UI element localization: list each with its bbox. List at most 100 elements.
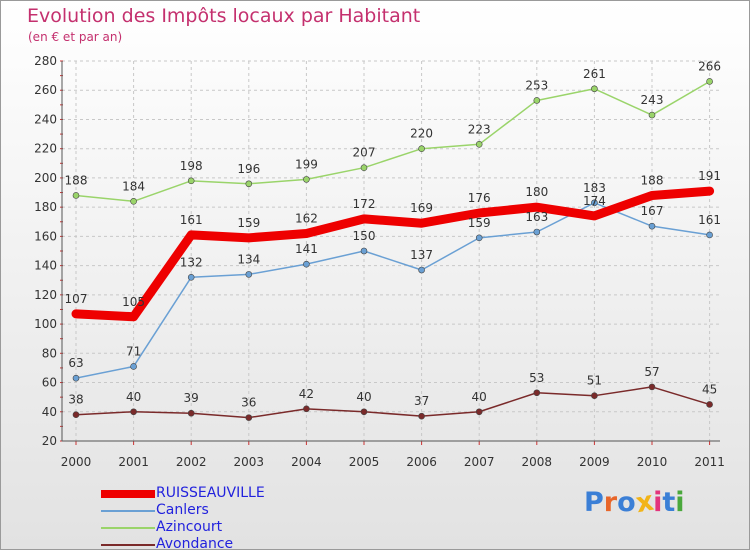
data-point <box>533 228 541 236</box>
data-label: 169 <box>410 201 433 215</box>
data-label: 40 <box>126 390 141 404</box>
legend-swatch <box>101 490 155 498</box>
data-label: 134 <box>237 252 260 266</box>
data-point <box>187 274 195 281</box>
y-tick-label: 260 <box>34 83 57 97</box>
data-label: 141 <box>295 242 318 256</box>
data-point <box>591 85 598 93</box>
x-tick-label: 2008 <box>522 455 553 469</box>
x-tick-label: 2001 <box>118 455 149 469</box>
data-label: 266 <box>698 59 721 73</box>
legend-label: Avondance <box>156 536 234 552</box>
y-tick-label: 220 <box>34 142 57 156</box>
data-label: 191 <box>698 169 721 183</box>
data-label: 40 <box>472 390 487 404</box>
data-label: 223 <box>468 122 491 136</box>
y-tick-label: 200 <box>34 171 57 185</box>
data-point <box>245 180 253 188</box>
data-label: 42 <box>299 387 314 401</box>
data-point <box>187 177 195 185</box>
data-label: 132 <box>180 255 203 269</box>
x-tick-label: 2006 <box>406 455 437 469</box>
data-label: 161 <box>698 213 721 227</box>
data-label: 220 <box>410 127 433 141</box>
data-point <box>533 389 541 397</box>
data-label: 188 <box>65 173 88 187</box>
data-point <box>130 408 137 416</box>
x-tick-label: 2010 <box>637 455 668 469</box>
data-point <box>245 414 253 421</box>
legend-label: RUISSEAUVILLE <box>156 485 265 501</box>
series-line-avondance <box>75 386 711 419</box>
data-label: 71 <box>126 344 141 358</box>
data-label: 161 <box>180 213 203 227</box>
legend-item-ruisseauville: RUISSEAUVILLE <box>101 485 301 502</box>
legend-item-avondance: Avondance <box>101 536 301 553</box>
data-label: 51 <box>587 374 602 388</box>
legend-swatch <box>101 510 155 512</box>
data-label: 198 <box>180 159 203 173</box>
legend-label: Azincourt <box>156 519 223 535</box>
data-point <box>475 234 483 242</box>
data-label: 159 <box>468 216 491 230</box>
data-label: 63 <box>68 356 83 370</box>
data-point <box>245 271 253 278</box>
data-point <box>72 374 80 382</box>
legend-swatch <box>101 527 155 529</box>
x-tick-label: 2002 <box>176 455 207 469</box>
series-line-ruisseauville <box>71 186 715 322</box>
proxiti-logo: Proxiti <box>584 485 685 520</box>
data-point <box>418 266 425 274</box>
series-line-canlers <box>75 202 711 379</box>
y-tick-label: 120 <box>34 288 57 302</box>
data-point <box>648 383 656 391</box>
x-tick-label: 2005 <box>349 455 380 469</box>
data-point <box>475 408 483 416</box>
data-label: 174 <box>583 194 606 208</box>
data-label: 37 <box>414 394 429 408</box>
data-label: 180 <box>525 185 548 199</box>
y-tick-label: 80 <box>42 346 57 360</box>
data-label: 207 <box>353 146 376 160</box>
data-point <box>303 405 310 413</box>
data-label: 176 <box>468 191 491 205</box>
x-tick-label: 2009 <box>579 455 610 469</box>
data-point <box>591 199 598 207</box>
y-tick-label: 160 <box>34 229 57 243</box>
data-label: 163 <box>525 210 548 224</box>
data-point <box>418 412 425 420</box>
series-line-azincourt <box>75 80 711 203</box>
data-point <box>303 176 310 183</box>
chart-subtitle: (en € et par an) <box>28 30 123 44</box>
legend-swatch <box>101 544 155 546</box>
legend-item-azincourt: Azincourt <box>101 519 301 536</box>
y-tick-label: 100 <box>34 317 57 331</box>
y-tick-label: 280 <box>34 54 57 68</box>
data-point <box>533 97 541 104</box>
y-tick-label: 240 <box>34 112 57 126</box>
data-label: 188 <box>641 173 664 187</box>
x-tick-label: 2000 <box>61 455 92 469</box>
data-label: 39 <box>184 391 199 405</box>
data-label: 243 <box>641 93 664 107</box>
legend-label: Canlers <box>156 502 209 518</box>
data-label: 172 <box>353 197 376 211</box>
data-point <box>360 408 368 416</box>
data-label: 253 <box>525 78 548 92</box>
data-point <box>706 401 713 408</box>
data-label: 261 <box>583 67 606 81</box>
data-label: 167 <box>641 204 664 218</box>
data-label: 40 <box>356 390 371 404</box>
data-label: 36 <box>241 396 256 410</box>
data-point <box>130 198 137 205</box>
data-point <box>418 145 425 152</box>
x-tick-label: 2003 <box>234 455 265 469</box>
data-label: 38 <box>68 393 83 407</box>
y-tick-label: 60 <box>42 376 57 390</box>
y-tick-label: 40 <box>42 405 57 419</box>
data-point <box>303 260 310 268</box>
x-tick-label: 2004 <box>291 455 322 469</box>
data-label: 137 <box>410 248 433 262</box>
